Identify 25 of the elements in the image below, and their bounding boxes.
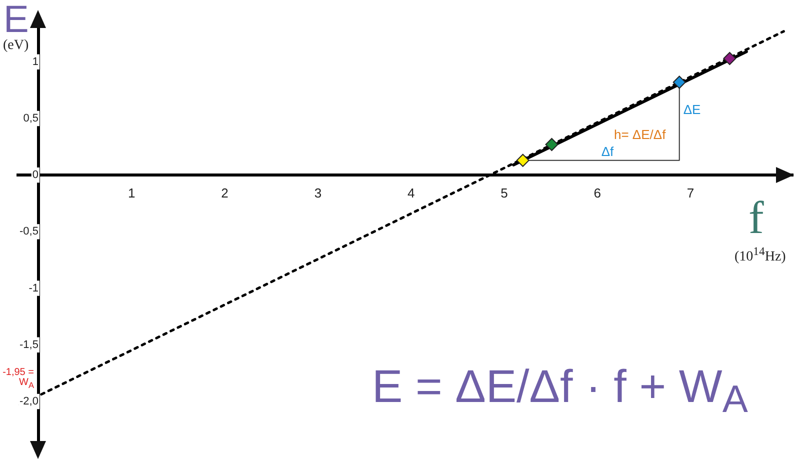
x-tick-label: 1	[128, 185, 136, 200]
x-tick-label: 2	[221, 185, 228, 200]
annotation: E = ΔE/Δf · f + W$_{A}$	[372, 358, 748, 422]
y-tick-label: -2,0	[20, 395, 38, 408]
point	[672, 76, 686, 89]
annotation: ΔE	[683, 102, 701, 117]
annotation: Δf	[601, 144, 614, 159]
y-tick-label: 0	[32, 169, 38, 182]
y-tick-label: 0,5	[23, 112, 38, 125]
point	[723, 52, 736, 65]
y-tick-label: -1	[28, 282, 38, 294]
y-axis-title: E (eV)	[3, 0, 29, 54]
x-tick-label: 6	[594, 185, 602, 200]
annotation: -1,95 = W$_{A}$	[2, 366, 34, 390]
y-tick-label: -1,5	[20, 338, 38, 351]
x-axis-title: f (10$^{14}$Hz)	[734, 192, 786, 266]
x-tick-label: 3	[314, 185, 322, 200]
y-tick-label: -0,5	[20, 226, 38, 238]
x-tick-label: 7	[686, 185, 694, 200]
point	[545, 138, 558, 152]
point	[516, 154, 530, 167]
y-tick-label: 1	[32, 56, 38, 68]
x-tick-label: 4	[407, 185, 415, 200]
annotation: h= ΔE/Δf	[614, 126, 666, 142]
x-tick-label: 5	[500, 185, 508, 200]
